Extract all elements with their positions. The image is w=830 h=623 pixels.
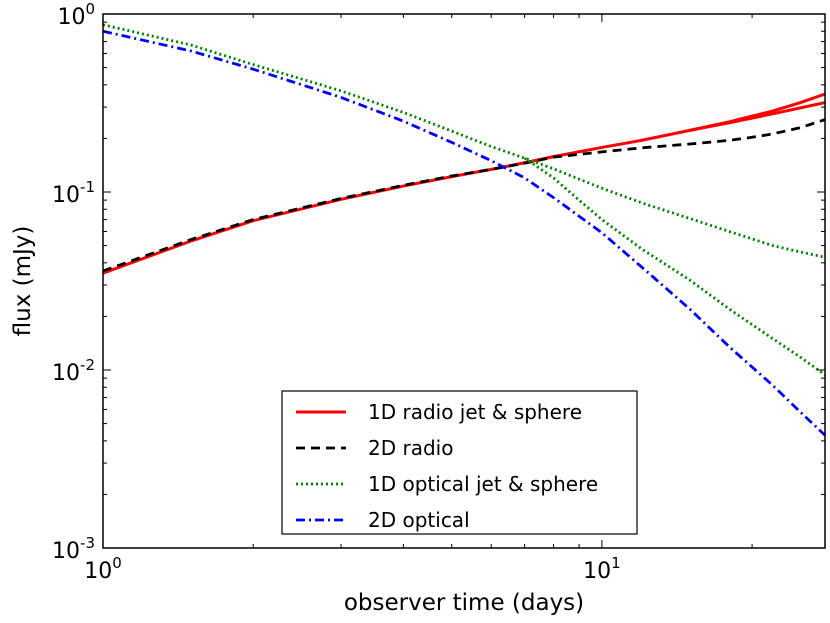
x-tick-label: 101 — [583, 554, 621, 584]
x-tick-label: 100 — [84, 554, 122, 584]
y-tick-label: 10-3 — [52, 534, 95, 564]
y-axis-label: flux (mJy) — [10, 226, 36, 337]
legend: 1D radio jet & sphere 2D radio 1D optical … — [281, 390, 638, 535]
legend-label-1: 2D radio — [368, 436, 453, 460]
tick-layer: 100 101 10-3 10-2 10-1 100 — [52, 0, 825, 584]
series-line-3 — [102, 23, 826, 259]
plot-frame — [102, 13, 826, 549]
series-line-0 — [102, 92, 826, 275]
series-layer — [102, 23, 826, 437]
x-axis-label: observer time (days) — [344, 590, 584, 616]
series-line-2 — [102, 118, 826, 273]
y-tick-label: 10-1 — [52, 178, 95, 208]
y-tick-label: 100 — [57, 0, 95, 30]
legend-label-0: 1D radio jet & sphere — [368, 400, 582, 424]
legend-label-2: 1D optical jet & sphere — [368, 472, 598, 496]
legend-label-3: 2D optical — [368, 508, 470, 532]
series-line-5 — [102, 29, 826, 437]
series-line-4 — [523, 156, 826, 376]
series-line-1 — [689, 101, 826, 132]
y-tick-label: 10-2 — [52, 356, 95, 386]
legend-box — [281, 390, 638, 535]
